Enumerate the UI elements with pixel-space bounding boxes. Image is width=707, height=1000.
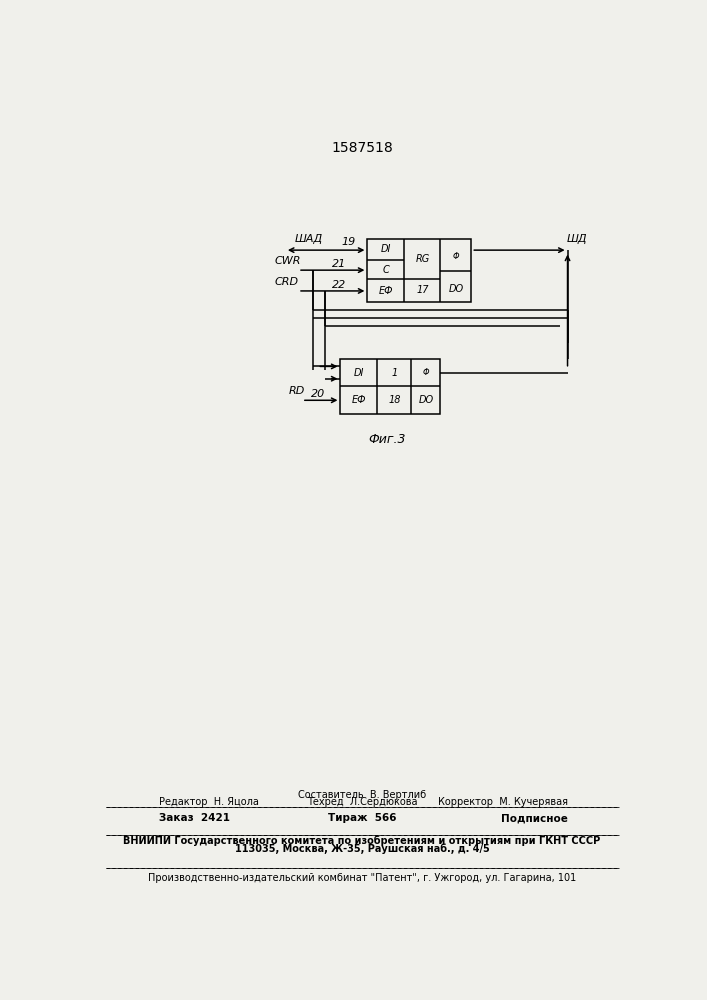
Text: 20: 20 — [311, 389, 325, 399]
Text: DO: DO — [448, 284, 464, 294]
Text: C: C — [382, 265, 389, 275]
Text: 22: 22 — [332, 280, 346, 290]
Bar — [340, 359, 440, 414]
Text: DI: DI — [380, 244, 391, 254]
Text: CWR: CWR — [275, 256, 301, 266]
Text: 17: 17 — [416, 285, 428, 295]
Text: 18: 18 — [388, 395, 401, 405]
Text: Составитель  В. Вертлиб: Составитель В. Вертлиб — [298, 790, 426, 800]
Text: EФ: EФ — [378, 286, 393, 296]
Text: 1587518: 1587518 — [331, 141, 393, 155]
Text: Φ: Φ — [423, 368, 429, 377]
Text: Подписное: Подписное — [501, 813, 568, 823]
Text: ШД: ШД — [566, 234, 587, 244]
Text: RG: RG — [415, 254, 430, 264]
Text: Техред  Л.Сердюкова: Техред Л.Сердюкова — [307, 797, 417, 807]
Text: 113035, Москва, Ж-35, Раушская наб., д. 4/5: 113035, Москва, Ж-35, Раушская наб., д. … — [235, 843, 489, 854]
Text: Фиг.3: Фиг.3 — [368, 433, 405, 446]
Text: 19: 19 — [341, 237, 355, 247]
Bar — [368, 239, 472, 302]
Text: Φ: Φ — [452, 252, 460, 261]
Text: Заказ  2421: Заказ 2421 — [160, 813, 230, 823]
Text: Редактор  Н. Яцола: Редактор Н. Яцола — [160, 797, 259, 807]
Text: ШАД: ШАД — [294, 234, 322, 244]
Text: CRD: CRD — [275, 277, 299, 287]
Text: ВНИИПИ Государственного комитета по изобретениям и открытиям при ГКНТ СССР: ВНИИПИ Государственного комитета по изоб… — [123, 835, 600, 846]
Text: RD: RD — [288, 386, 305, 396]
Text: DI: DI — [354, 368, 364, 378]
Text: 1: 1 — [391, 368, 397, 378]
Text: DO: DO — [419, 395, 433, 405]
Text: Производственно-издательский комбинат "Патент", г. Ужгород, ул. Гагарина, 101: Производственно-издательский комбинат "П… — [148, 873, 576, 883]
Text: 21: 21 — [332, 259, 346, 269]
Text: EФ: EФ — [351, 395, 366, 405]
Text: Тираж  566: Тираж 566 — [328, 813, 396, 823]
Text: Корректор  М. Кучерявая: Корректор М. Кучерявая — [438, 797, 568, 807]
